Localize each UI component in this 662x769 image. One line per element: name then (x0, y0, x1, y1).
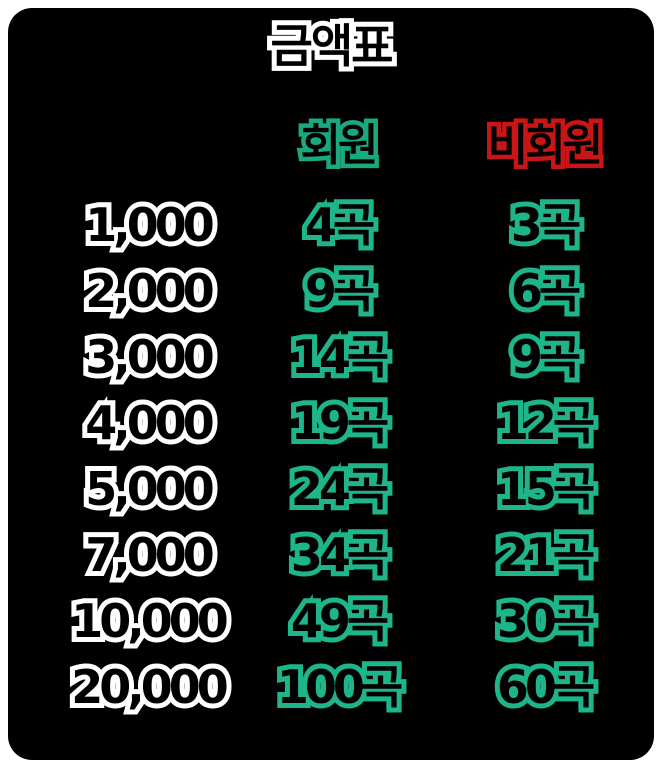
amount-cell: 10,000 (66, 589, 234, 653)
table-row: 7,000 34곡 21곡 (8, 522, 654, 588)
amount-cell: 3,000 (80, 325, 220, 389)
member-songs-cell: 14곡 (286, 325, 394, 389)
amount-cell: 5,000 (80, 457, 220, 521)
nonmember-songs-cell: 30곡 (492, 589, 600, 653)
amount-cell: 1,000 (80, 193, 220, 257)
price-table: 1,000 4곡 3곡 2,000 9곡 6곡 3,000 14곡 9곡 4,0… (8, 192, 654, 720)
member-songs-cell: 49곡 (286, 589, 394, 653)
nonmember-songs-cell: 12곡 (492, 391, 600, 455)
nonmember-column-header: 비회원 (483, 116, 607, 176)
amount-cell: 2,000 (80, 259, 220, 323)
page-title: 금액표 (266, 14, 399, 78)
table-row: 2,000 9곡 6곡 (8, 258, 654, 324)
member-column-header: 회원 (296, 116, 383, 176)
member-songs-cell: 100곡 (272, 655, 408, 719)
table-row: 20,000 100곡 60곡 (8, 654, 654, 720)
nonmember-songs-cell: 3곡 (506, 193, 586, 257)
table-row: 1,000 4곡 3곡 (8, 192, 654, 258)
price-board: 금액표 회원 비회원 1,000 4곡 3곡 2,000 9곡 6곡 3,000… (8, 8, 654, 760)
table-row: 10,000 49곡 30곡 (8, 588, 654, 654)
table-row: 4,000 19곡 12곡 (8, 390, 654, 456)
amount-cell: 20,000 (66, 655, 234, 719)
nonmember-songs-cell: 21곡 (492, 523, 600, 587)
nonmember-songs-cell: 6곡 (506, 259, 586, 323)
member-songs-cell: 34곡 (286, 523, 394, 587)
member-songs-cell: 24곡 (286, 457, 394, 521)
amount-cell: 7,000 (80, 523, 220, 587)
member-songs-cell: 4곡 (300, 193, 380, 257)
table-row: 5,000 24곡 15곡 (8, 456, 654, 522)
table-row: 3,000 14곡 9곡 (8, 324, 654, 390)
member-songs-cell: 9곡 (300, 259, 380, 323)
nonmember-songs-cell: 15곡 (492, 457, 600, 521)
member-songs-cell: 19곡 (286, 391, 394, 455)
nonmember-songs-cell: 60곡 (492, 655, 600, 719)
amount-cell: 4,000 (80, 391, 220, 455)
nonmember-songs-cell: 9곡 (506, 325, 586, 389)
